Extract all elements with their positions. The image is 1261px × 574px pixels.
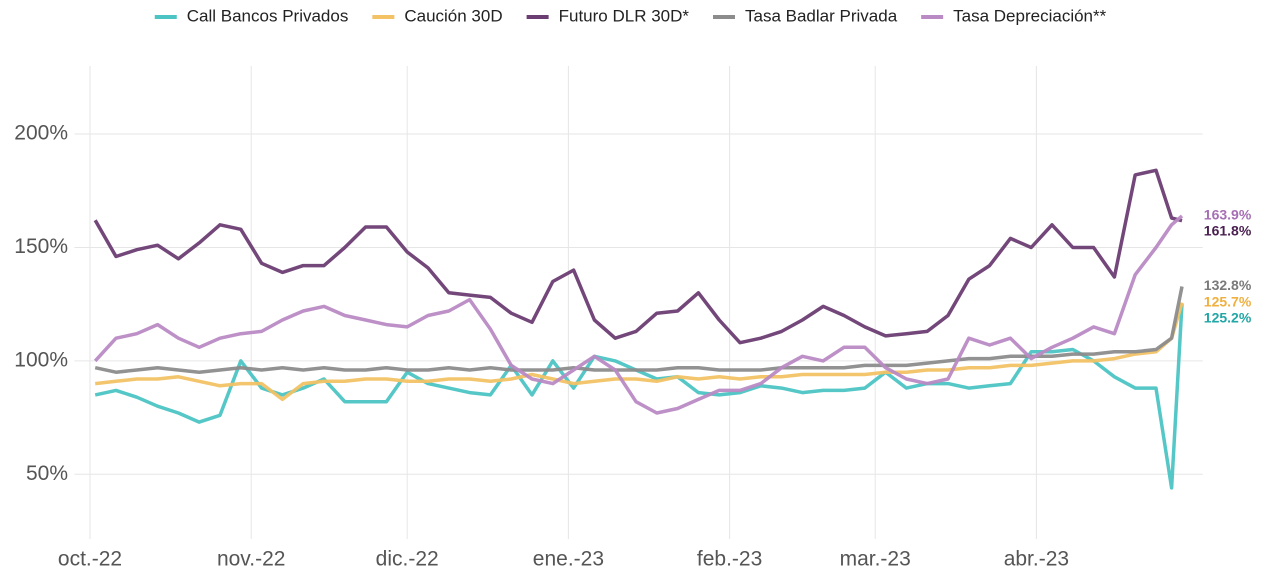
end-label: 125.7% [1204,293,1252,309]
end-label: 161.8% [1204,223,1252,239]
x-tick-label: oct.-22 [58,548,122,571]
y-tick-label: 100% [14,348,68,371]
series-line [93,214,1184,415]
end-label: 132.8% [1204,277,1252,293]
legend-label: Tasa Depreciación** [953,6,1106,25]
y-tick-label: 150% [14,235,68,258]
end-label: 125.2% [1204,309,1252,325]
legend-label: Caución 30D [404,6,502,25]
series-line [95,302,1184,402]
x-tick-label: feb.-23 [697,548,762,571]
end-label: 163.9% [1204,207,1252,223]
legend-label: Tasa Badlar Privada [745,6,898,25]
legend-label: Call Bancos Privados [187,6,349,25]
x-tick-label: ene.-23 [533,548,604,571]
y-tick-label: 200% [14,122,68,145]
x-tick-label: mar.-23 [840,548,911,571]
x-tick-label: abr.-23 [1004,548,1069,571]
x-tick-label: nov.-22 [217,548,286,571]
legend-label: Futuro DLR 30D* [559,6,690,25]
legend: Call Bancos Privados Caución 30D Futuro DL… [154,6,1107,25]
y-tick-label: 50% [26,462,68,485]
series-line [94,303,1184,490]
x-tick-label: dic.-22 [376,548,439,571]
series-line [93,168,1183,345]
series-line [94,286,1184,374]
